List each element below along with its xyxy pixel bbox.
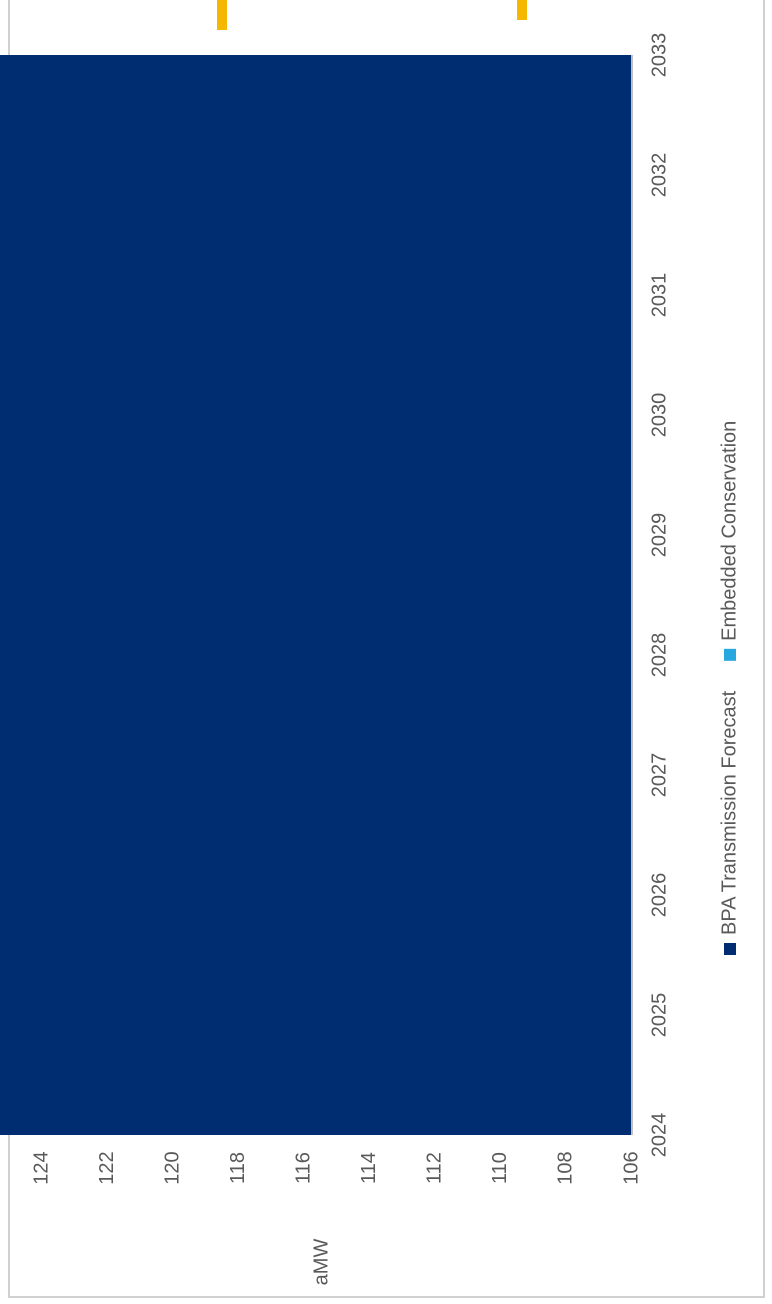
y-tick-label: 108 [555,1151,577,1184]
x-tick-label: 2027 [648,753,670,798]
legend-label: Embedded Conservation [718,421,740,641]
y-tick-label: 120 [161,1151,183,1184]
y-tick-label: 116 [293,1152,315,1184]
x-tick-label: 2024 [648,1113,670,1158]
y-tick-label: 118 [227,1152,249,1184]
accent-mark [517,0,527,20]
area [0,55,632,1135]
y-tick-label: 124 [30,1151,52,1184]
y-tick-label: 112 [424,1152,446,1184]
legend-label: BPA Transmission Forecast [718,690,740,935]
x-tick-label: 2030 [648,393,670,438]
x-tick-label: 2031 [648,273,670,318]
y-tick-label: 122 [96,1151,118,1184]
legend-swatch [724,943,736,955]
x-tick-label: 2028 [648,633,670,678]
y-tick-label: 114 [358,1152,380,1184]
y-tick-label: 110 [489,1152,511,1184]
x-tick-label: 2026 [648,873,670,918]
legend-swatch [724,648,736,661]
x-tick-label: 2025 [648,993,670,1038]
y-tick-label: 106 [620,1151,642,1184]
accent-mark [217,0,227,30]
x-tick-label: 2032 [648,153,670,198]
x-tick-label: 2029 [648,513,670,558]
y-axis-title: aMW [310,1239,332,1286]
x-tick-label: 2033 [648,33,670,78]
